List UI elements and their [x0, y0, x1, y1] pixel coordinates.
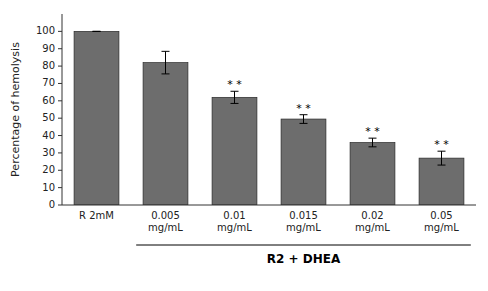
x-tick-label: R 2mM [79, 210, 114, 221]
x-tick-label-line: mg/mL [286, 222, 321, 233]
y-tick-label: 90 [42, 43, 55, 54]
significance-label: * * [365, 125, 380, 138]
x-tick-label-line: 0.02 [361, 210, 383, 221]
y-tick [58, 205, 62, 206]
error-bars [93, 31, 446, 165]
bars [74, 31, 464, 205]
y-tick-label: 50 [42, 112, 55, 123]
error-bar [369, 138, 377, 147]
error-bar [231, 91, 239, 103]
bar [74, 31, 119, 205]
y-tick [58, 187, 62, 188]
x-tick-label: 0.05mg/mL [424, 210, 459, 233]
x-tick-label-line: 0.005 [151, 210, 180, 221]
annotations: * * * * * * * * [227, 78, 449, 151]
x-tick-label: 0.005mg/mL [148, 210, 183, 233]
x-tick-label: 0.015mg/mL [286, 210, 321, 233]
y-tick-label: 0 [49, 199, 55, 210]
significance-label: * * [296, 102, 311, 115]
x-axis-label: R2 + DHEA [267, 252, 341, 266]
error-bar [300, 115, 308, 124]
x-tick-label-line: R 2mM [79, 210, 114, 221]
error-bar [162, 51, 170, 74]
y-tick-label: 60 [42, 95, 55, 106]
x-tick-label-line: mg/mL [148, 222, 183, 233]
y-tick [58, 31, 62, 32]
y-axis: 0 10 20 30 40 50 60 70 80 90 100 [36, 25, 62, 210]
x-tick-label: 0.01mg/mL [217, 210, 252, 233]
y-tick-label: 70 [42, 77, 55, 88]
x-axis-line [62, 205, 476, 206]
bar [143, 63, 188, 205]
y-axis-line [62, 14, 63, 205]
chart: 0 10 20 30 40 50 60 70 80 90 100 * * * * * * * * R 2mM 0… [0, 0, 488, 291]
y-tick-label: 10 [42, 182, 55, 193]
y-tick [58, 135, 62, 136]
error-bar [438, 151, 446, 165]
group-bracket [136, 245, 471, 246]
bar [281, 119, 326, 205]
y-axis-label: Percentage of hemolysis [9, 42, 22, 177]
chart-container: 0 10 20 30 40 50 60 70 80 90 100 * * * * * * * * R 2mM 0… [0, 0, 488, 291]
error-bar [93, 31, 101, 32]
y-tick [58, 66, 62, 67]
x-tick-label-line: mg/mL [217, 222, 252, 233]
y-tick-label: 80 [42, 60, 55, 71]
bar [212, 97, 257, 205]
y-tick-label: 30 [42, 147, 55, 158]
bar [350, 142, 395, 205]
x-tick-label-line: 0.05 [430, 210, 452, 221]
y-tick-label: 100 [36, 25, 55, 36]
x-tick-label-line: 0.01 [223, 210, 245, 221]
y-tick [58, 48, 62, 49]
y-tick-label: 40 [42, 130, 55, 141]
y-tick [58, 118, 62, 119]
x-tick-label: 0.02mg/mL [355, 210, 390, 233]
x-tick-label-line: mg/mL [355, 222, 390, 233]
y-tick [58, 170, 62, 171]
y-tick [58, 152, 62, 153]
y-tick-label: 20 [42, 164, 55, 175]
y-tick [58, 100, 62, 101]
y-tick [58, 83, 62, 84]
significance-label: * * [227, 78, 242, 91]
significance-label: * * [434, 138, 449, 151]
x-tick-label-line: mg/mL [424, 222, 459, 233]
x-tick-label-line: 0.015 [289, 210, 318, 221]
x-axis: R 2mM0.005mg/mL0.01mg/mL0.015mg/mL0.02mg… [79, 210, 459, 233]
